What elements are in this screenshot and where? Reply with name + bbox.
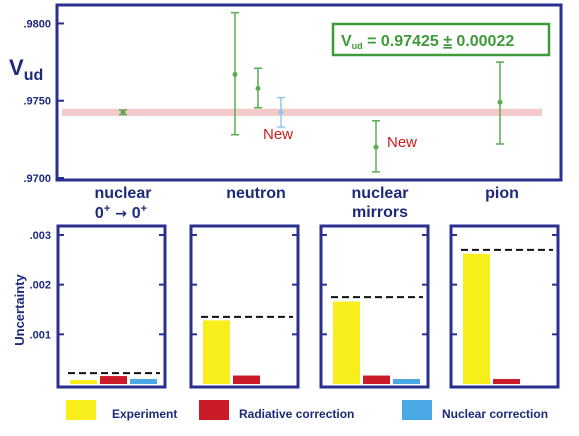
data-point-neutron <box>254 67 262 109</box>
legend-label-experiment: Experiment <box>112 407 177 421</box>
top-plot-frame <box>55 3 563 182</box>
point-marker <box>373 144 379 150</box>
vud-annotation-text: Vud = 0.97425 ± 0.00022 <box>341 33 514 51</box>
legend-swatch-nuclear <box>402 400 432 420</box>
top-y-tick-label: .9700 <box>23 173 51 185</box>
bar-nuclear <box>393 379 420 384</box>
data-point-mirrors <box>372 120 380 173</box>
panel-frame <box>56 224 167 389</box>
panel-frame <box>189 224 300 389</box>
uncertainty-panels <box>56 224 560 389</box>
category-label-nuclear-transition: 0+ → 0+ <box>95 203 147 222</box>
uncertainty-panel-neutron <box>189 224 300 389</box>
bottom-y-tick-label: .003 <box>30 230 51 242</box>
data-point-neutron <box>231 11 239 136</box>
bottom-y-tick-label: .001 <box>30 329 51 341</box>
category-label-nuclear: nuclear <box>95 185 152 202</box>
bar-experiment <box>333 301 360 384</box>
vud-annotation: Vud = 0.97425 ± 0.00022 <box>331 22 551 57</box>
bar-experiment <box>70 380 97 384</box>
category-label-mirrors-2: mirrors <box>352 204 408 221</box>
new-label-neutron: New <box>263 126 293 143</box>
top-chart: Vud .9700 .9750 .9800 New New Vud = 0.97425… <box>9 3 563 222</box>
vud-annotation-box <box>331 22 551 57</box>
panel-frame <box>319 224 430 389</box>
point-marker <box>255 85 261 91</box>
bar-nuclear <box>130 379 157 384</box>
bar-radiative <box>233 375 260 384</box>
uncertainty-panel-mirrors <box>319 224 430 389</box>
panel-frame <box>449 224 560 389</box>
top-y-tick-label: .9750 <box>23 96 51 108</box>
average-band <box>62 108 542 116</box>
new-labels: New New <box>263 126 417 151</box>
new-label-mirrors: New <box>387 134 417 151</box>
bottom-chart: Uncertainty .001 .002 .003 <box>12 224 560 389</box>
uncertainty-panel-nuclear <box>56 224 167 389</box>
data-point-pion <box>496 61 504 145</box>
data-point-nuclear <box>119 109 127 116</box>
bar-radiative <box>493 379 520 384</box>
point-marker <box>278 109 284 115</box>
top-ylabel: Vud <box>9 55 43 84</box>
bar-radiative <box>363 375 390 384</box>
legend-label-nuclear: Nuclear correction <box>442 407 548 421</box>
category-label-mirrors-1: nuclear <box>352 185 409 202</box>
data-point-neutron <box>277 96 285 128</box>
point-marker <box>120 109 126 115</box>
legend: Experiment Radiative correction Nuclear … <box>66 400 548 421</box>
bar-radiative <box>100 376 127 384</box>
top-y-ticks: .9700 .9750 .9800 <box>23 18 64 185</box>
legend-swatch-radiative <box>199 400 229 420</box>
point-marker <box>232 71 238 77</box>
bar-experiment <box>203 320 230 384</box>
bottom-y-ticks: .001 .002 .003 <box>30 230 51 341</box>
uncertainty-panel-pion <box>449 224 560 389</box>
legend-swatch-experiment <box>66 400 96 420</box>
bottom-y-tick-label: .002 <box>30 280 51 292</box>
top-y-tick-label: .9800 <box>23 18 51 30</box>
top-data-points <box>119 11 504 173</box>
category-label-neutron: neutron <box>226 185 286 202</box>
category-label-pion: pion <box>485 185 519 202</box>
bar-experiment <box>463 253 490 384</box>
point-marker <box>497 99 503 105</box>
legend-label-radiative: Radiative correction <box>239 407 354 421</box>
bottom-ylabel: Uncertainty <box>12 273 27 345</box>
category-labels: nuclear 0+ → 0+ neutron nuclear mirrors … <box>95 185 519 222</box>
